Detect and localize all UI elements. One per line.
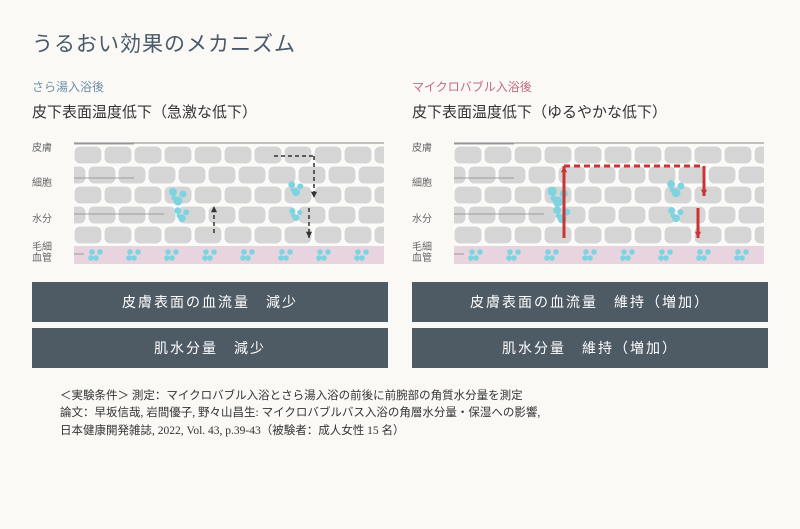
diagram-right xyxy=(454,138,768,268)
left-subtitle: さら湯入浴後 xyxy=(32,78,388,95)
label-cell: 細胞 xyxy=(412,174,432,189)
label-capillary: 毛細血管 xyxy=(32,242,52,264)
left-heading: 皮下表面温度低下（急激な低下） xyxy=(32,101,388,122)
panel-left: さら湯入浴後 皮下表面温度低下（急激な低下） 皮膚 細胞 水分 毛細血管 皮膚表… xyxy=(32,78,388,374)
layer-labels: 皮膚 細胞 水分 毛細血管 xyxy=(32,138,68,268)
left-result-1: 皮膚表面の血流量 減少 xyxy=(32,282,388,322)
panel-right: マイクロバブル入浴後 皮下表面温度低下（ゆるやかな低下） 皮膚 細胞 水分 毛細… xyxy=(412,78,768,374)
right-result-2: 肌水分量 維持（増加） xyxy=(412,328,768,368)
label-skin: 皮膚 xyxy=(412,139,432,154)
label-cell: 細胞 xyxy=(32,174,52,189)
diagram-left xyxy=(74,138,388,268)
right-heading: 皮下表面温度低下（ゆるやかな低下） xyxy=(412,101,768,122)
panels-row: さら湯入浴後 皮下表面温度低下（急激な低下） 皮膚 細胞 水分 毛細血管 皮膚表… xyxy=(32,78,768,374)
footnote: ＜実験条件＞ 測定：マイクロバブル入浴とさら湯入浴の前後に前腕部の角質水分量を測… xyxy=(32,388,768,440)
label-skin: 皮膚 xyxy=(32,139,52,154)
page-title: うるおい効果のメカニズム xyxy=(32,28,768,58)
footnote-line2: 論文：早坂信哉, 岩間優子, 野々山昌生: マイクロバブルバス入浴の角層水分量・… xyxy=(60,405,768,422)
label-water: 水分 xyxy=(412,210,432,225)
label-water: 水分 xyxy=(32,210,52,225)
right-subtitle: マイクロバブル入浴後 xyxy=(412,78,768,95)
footnote-line3: 日本健康開発雑誌, 2022, Vol. 43, p.39-43（被験者：成人女… xyxy=(60,423,768,440)
label-capillary: 毛細血管 xyxy=(412,242,432,264)
footnote-line1: ＜実験条件＞ 測定：マイクロバブル入浴とさら湯入浴の前後に前腕部の角質水分量を測… xyxy=(60,388,768,405)
layer-labels-r: 皮膚 細胞 水分 毛細血管 xyxy=(412,138,448,268)
right-result-1: 皮膚表面の血流量 維持（増加） xyxy=(412,282,768,322)
left-result-2: 肌水分量 減少 xyxy=(32,328,388,368)
